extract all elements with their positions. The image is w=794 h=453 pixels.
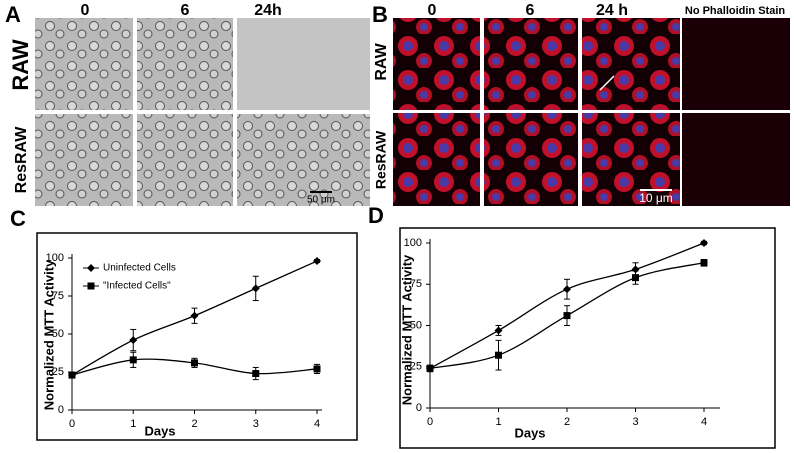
x-tick-label: 1 bbox=[495, 416, 501, 428]
x-tick-label: 4 bbox=[701, 416, 707, 428]
x-tick-label: 2 bbox=[564, 416, 570, 428]
y-axis-label: Normalized MTT Activity bbox=[41, 259, 56, 410]
scale-bar-label: 10 μm bbox=[639, 191, 673, 205]
legend-label: "Infected Cells" bbox=[103, 281, 171, 292]
row-label: ResRAW bbox=[13, 126, 30, 194]
data-point bbox=[700, 259, 708, 267]
legend-marker bbox=[87, 282, 95, 290]
data-point bbox=[494, 326, 503, 335]
x-tick-label: 4 bbox=[314, 418, 320, 430]
panel-label: D bbox=[368, 203, 384, 228]
x-tick-label: 1 bbox=[130, 418, 136, 430]
panel-label: C bbox=[10, 206, 26, 231]
y-tick-label: 0 bbox=[416, 402, 422, 414]
x-tick-label: 0 bbox=[69, 418, 75, 430]
panel-label: B bbox=[372, 2, 388, 27]
row-label: RAW bbox=[8, 39, 33, 91]
data-point bbox=[68, 371, 76, 379]
data-point bbox=[191, 359, 198, 367]
panel-label: A bbox=[5, 2, 21, 27]
data-point bbox=[190, 311, 199, 320]
row-label: ResRAW bbox=[373, 130, 389, 189]
y-tick-label: 100 bbox=[46, 252, 64, 264]
y-tick-label: 25 bbox=[410, 361, 422, 373]
data-point bbox=[632, 274, 639, 282]
data-point bbox=[563, 285, 571, 294]
y-tick-label: 75 bbox=[410, 278, 422, 290]
row-label: RAW bbox=[373, 42, 390, 80]
column-header: 6 bbox=[526, 2, 535, 19]
x-tick-label: 3 bbox=[253, 418, 259, 430]
data-point bbox=[313, 365, 321, 373]
data-point bbox=[563, 312, 571, 320]
column-header: 0 bbox=[428, 2, 437, 19]
y-tick-label: 25 bbox=[52, 366, 64, 378]
column-header: 24h bbox=[254, 2, 282, 19]
data-point bbox=[251, 284, 260, 293]
x-axis-label: Days bbox=[514, 425, 545, 440]
legend-marker bbox=[87, 264, 95, 272]
data-point bbox=[495, 351, 502, 359]
column-header: 24 h bbox=[596, 2, 628, 19]
data-point bbox=[700, 239, 708, 247]
panel-b-images bbox=[393, 18, 790, 206]
y-axis-label: Normalized MTT Activity bbox=[399, 254, 414, 405]
chart-frame bbox=[36, 232, 358, 441]
data-point bbox=[129, 336, 138, 345]
column-header: No Phalloidin Stain bbox=[685, 5, 786, 17]
y-tick-label: 100 bbox=[404, 237, 422, 249]
y-tick-label: 75 bbox=[52, 290, 64, 302]
panel-a-images bbox=[35, 18, 370, 206]
data-point bbox=[313, 257, 321, 266]
chart-frame bbox=[399, 227, 776, 449]
data-point bbox=[129, 356, 137, 364]
y-tick-label: 0 bbox=[58, 404, 64, 416]
y-tick-label: 50 bbox=[52, 328, 64, 340]
data-point bbox=[426, 364, 434, 372]
column-header: 0 bbox=[81, 2, 90, 19]
x-tick-label: 0 bbox=[427, 416, 433, 428]
x-axis-label: Days bbox=[144, 423, 175, 438]
column-header: 6 bbox=[181, 2, 190, 19]
legend-label: Uninfected Cells bbox=[103, 263, 176, 274]
x-tick-label: 2 bbox=[191, 418, 197, 430]
x-tick-label: 3 bbox=[632, 416, 638, 428]
data-point bbox=[252, 370, 260, 378]
scale-bar-label: 50 μm bbox=[307, 195, 335, 206]
y-tick-label: 50 bbox=[410, 319, 422, 331]
